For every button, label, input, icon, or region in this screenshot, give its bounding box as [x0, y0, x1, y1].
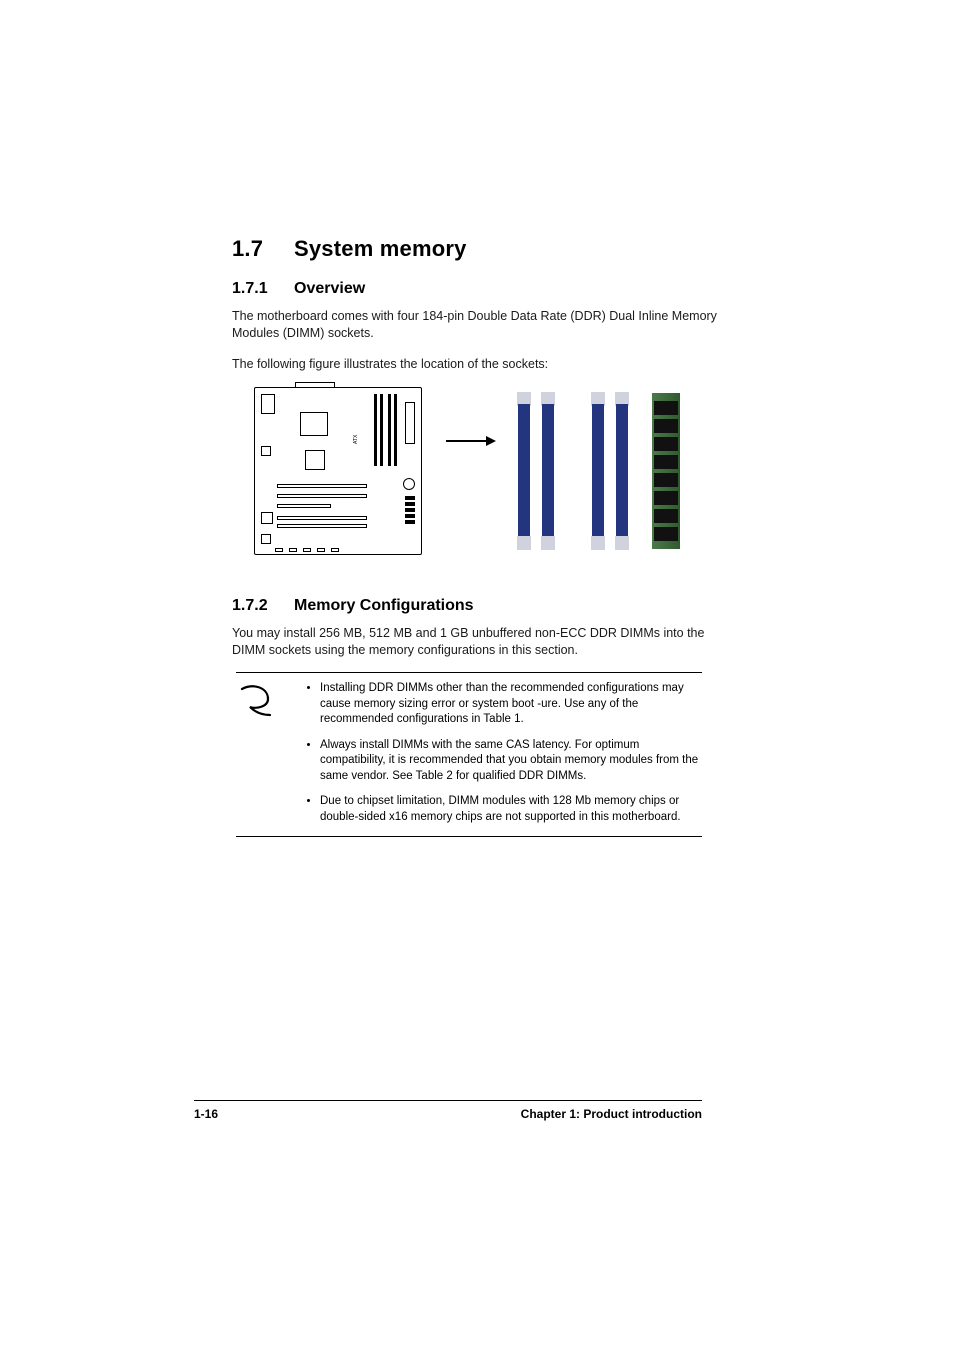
dimm-slot — [542, 392, 554, 550]
note-icon — [238, 681, 282, 825]
subsection-heading: 1.7.1Overview — [232, 280, 732, 298]
section-heading: 1.7System memory — [232, 236, 732, 262]
dimm-slot — [616, 392, 628, 550]
body-paragraph: You may install 256 MB, 512 MB and 1 GB … — [232, 625, 732, 659]
dimm-slot — [518, 392, 530, 550]
ddr-dimm-module — [652, 393, 680, 549]
subsection-number: 1.7.2 — [232, 597, 294, 615]
section-title: System memory — [294, 236, 467, 261]
subsection-heading: 1.7.2Memory Configurations — [232, 597, 732, 615]
note-item: Always install DIMMs with the same CAS l… — [320, 738, 700, 785]
dimm-slot — [592, 392, 604, 550]
page-footer: 1-16 Chapter 1: Product introduction — [194, 1100, 702, 1121]
subsection-number: 1.7.1 — [232, 280, 294, 298]
note-list: Installing DDR DIMMs other than the reco… — [296, 681, 700, 825]
subsection-title: Overview — [294, 280, 365, 297]
note-item: Installing DDR DIMMs other than the reco… — [320, 681, 700, 728]
memory-sockets-figure: ATX — [254, 387, 732, 555]
page-number: 1-16 — [194, 1107, 218, 1121]
body-paragraph: The following figure illustrates the loc… — [232, 356, 732, 373]
note-callout: Installing DDR DIMMs other than the reco… — [236, 672, 702, 836]
dimm-slots-illustration — [518, 392, 628, 550]
page-content: 1.7System memory 1.7.1Overview The mothe… — [232, 236, 732, 837]
atx-label: ATX — [353, 434, 359, 443]
motherboard-diagram: ATX — [254, 387, 422, 555]
section-number: 1.7 — [232, 236, 294, 262]
arrow-icon — [446, 440, 494, 442]
chapter-label: Chapter 1: Product introduction — [521, 1107, 702, 1121]
body-paragraph: The motherboard comes with four 184-pin … — [232, 308, 732, 342]
subsection-title: Memory Configurations — [294, 597, 474, 614]
note-item: Due to chipset limitation, DIMM modules … — [320, 794, 700, 825]
